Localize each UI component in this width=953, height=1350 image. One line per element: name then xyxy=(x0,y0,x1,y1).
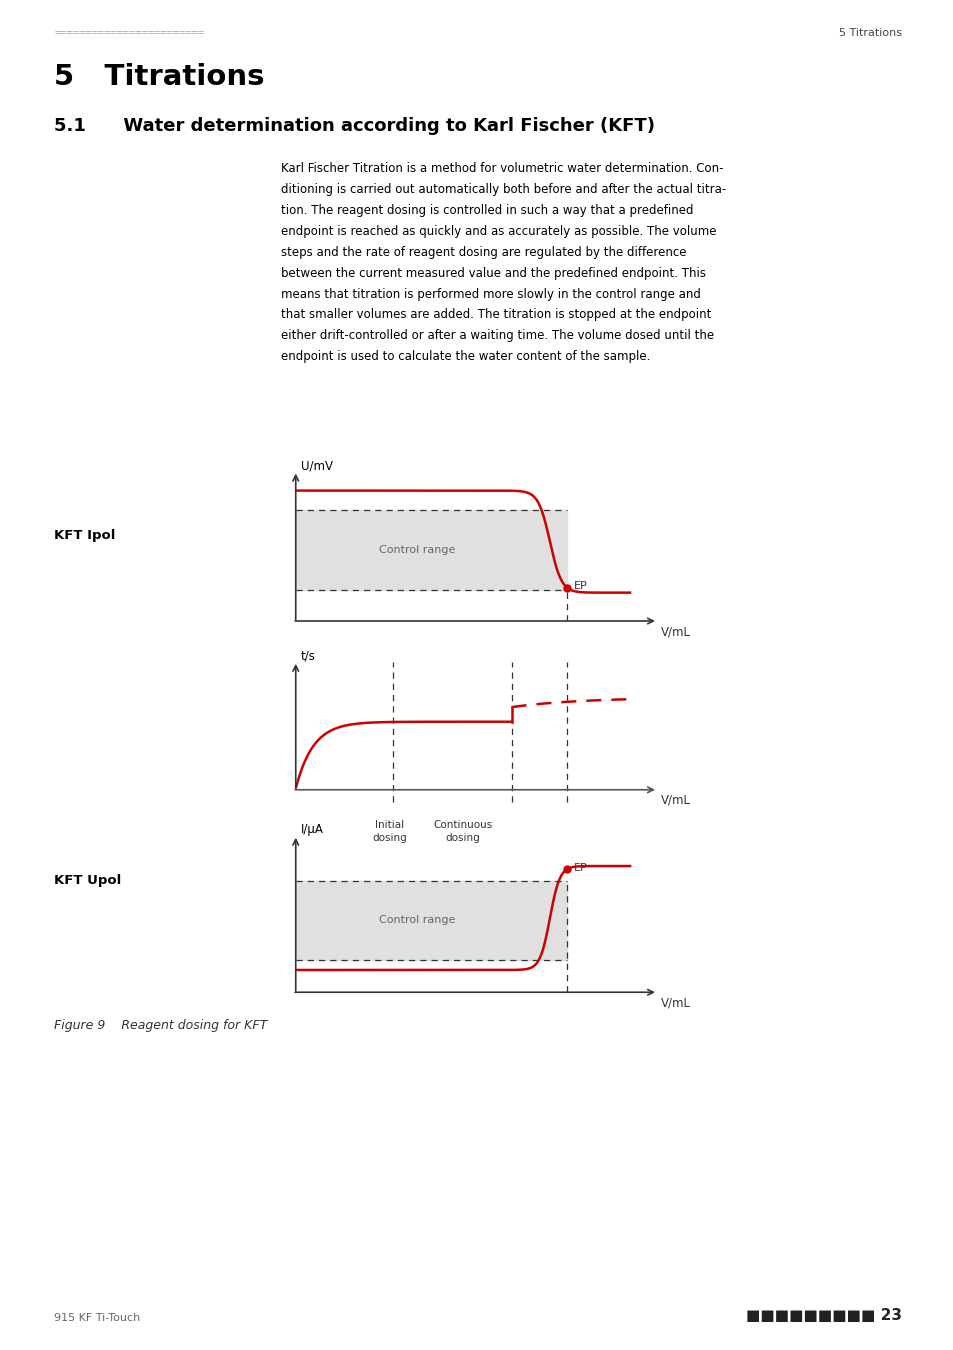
Text: tion. The reagent dosing is controlled in such a way that a predefined: tion. The reagent dosing is controlled i… xyxy=(281,204,693,217)
Text: 5.1      Water determination according to Karl Fischer (KFT): 5.1 Water determination according to Kar… xyxy=(54,117,655,135)
Text: Control range: Control range xyxy=(379,915,456,925)
Text: endpoint is used to calculate the water content of the sample.: endpoint is used to calculate the water … xyxy=(281,351,650,363)
Text: Figure 9    Reagent dosing for KFT: Figure 9 Reagent dosing for KFT xyxy=(54,1019,268,1033)
Text: U/mV: U/mV xyxy=(300,459,333,472)
Text: ========================: ======================== xyxy=(54,28,204,38)
Text: either drift-controlled or after a waiting time. The volume dosed until the: either drift-controlled or after a waiti… xyxy=(281,329,714,343)
Text: endpoint is reached as quickly and as accurately as possible. The volume: endpoint is reached as quickly and as ac… xyxy=(281,224,716,238)
Text: I/μA: I/μA xyxy=(300,824,323,837)
Text: 915 KF Ti-Touch: 915 KF Ti-Touch xyxy=(54,1314,140,1323)
Text: EP: EP xyxy=(574,863,587,872)
Text: V/mL: V/mL xyxy=(660,625,691,639)
Text: ditioning is carried out automatically both before and after the actual titra-: ditioning is carried out automatically b… xyxy=(281,182,726,196)
Text: V/mL: V/mL xyxy=(660,996,691,1010)
Text: means that titration is performed more slowly in the control range and: means that titration is performed more s… xyxy=(281,288,700,301)
Text: steps and the rate of reagent dosing are regulated by the difference: steps and the rate of reagent dosing are… xyxy=(281,246,686,259)
Text: KFT Ipol: KFT Ipol xyxy=(54,529,115,543)
Text: EP: EP xyxy=(574,582,587,591)
Text: Control range: Control range xyxy=(379,545,456,555)
Text: ■■■■■■■■■ 23: ■■■■■■■■■ 23 xyxy=(744,1308,901,1323)
Text: 5 Titrations: 5 Titrations xyxy=(838,28,901,38)
Text: KFT Upol: KFT Upol xyxy=(54,875,121,887)
Text: Karl Fischer Titration is a method for volumetric water determination. Con-: Karl Fischer Titration is a method for v… xyxy=(281,162,723,176)
Text: 5   Titrations: 5 Titrations xyxy=(54,63,265,92)
Text: Continuous
dosing: Continuous dosing xyxy=(433,821,492,842)
Text: V/mL: V/mL xyxy=(660,794,691,806)
Text: between the current measured value and the predefined endpoint. This: between the current measured value and t… xyxy=(281,267,705,279)
Text: t/s: t/s xyxy=(300,649,315,663)
Text: Initial
dosing: Initial dosing xyxy=(372,821,407,842)
Text: that smaller volumes are added. The titration is stopped at the endpoint: that smaller volumes are added. The titr… xyxy=(281,309,711,321)
